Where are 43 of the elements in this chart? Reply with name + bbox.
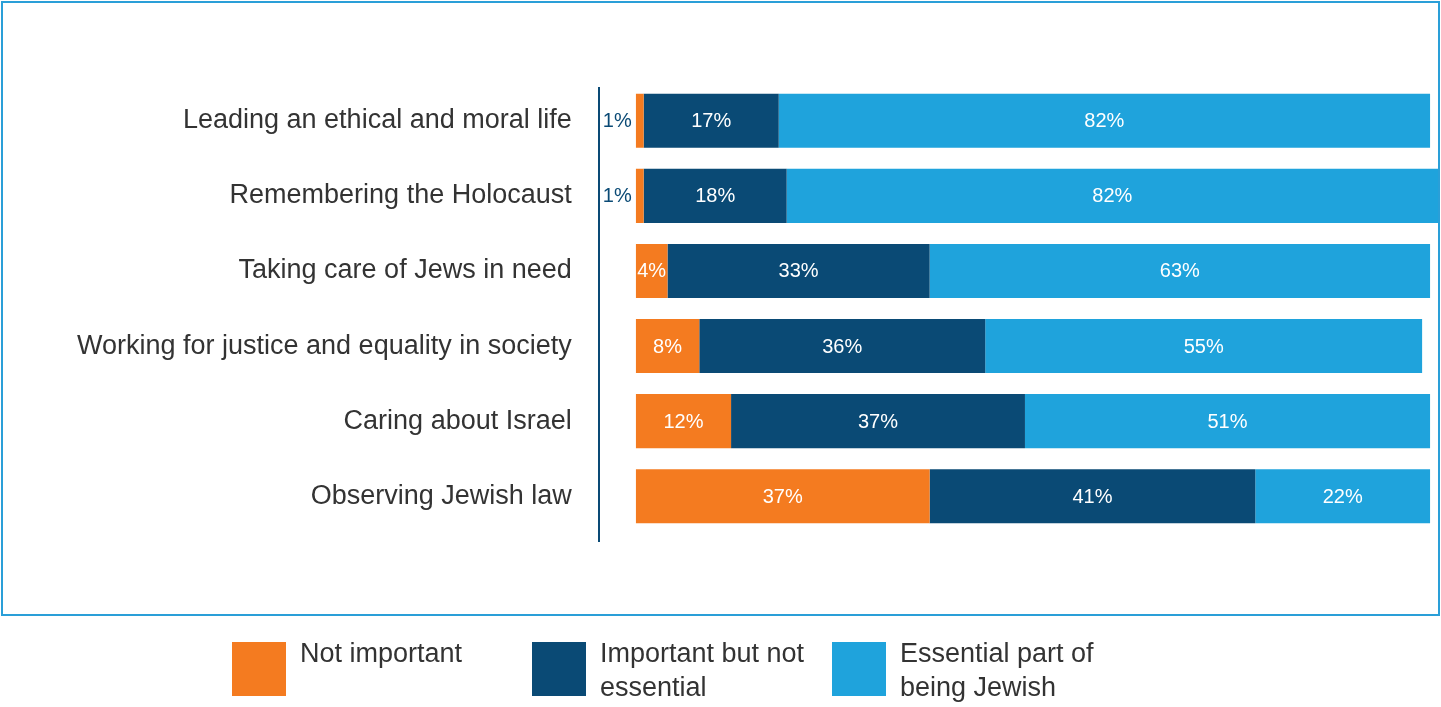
data-label: 22% bbox=[1322, 484, 1363, 507]
data-label: 82% bbox=[1092, 184, 1133, 207]
y-tick-label: Taking care of Jews in need bbox=[238, 254, 572, 285]
bar bbox=[635, 168, 644, 223]
bar bbox=[1024, 394, 1431, 449]
data-label: 37% bbox=[857, 409, 899, 432]
bar bbox=[643, 93, 779, 148]
data-label: 1% bbox=[602, 109, 632, 132]
bar bbox=[929, 243, 1431, 298]
data-label: 41% bbox=[1072, 484, 1113, 507]
y-tick-label: Caring about Israel bbox=[343, 404, 572, 435]
data-label: 8% bbox=[653, 334, 683, 357]
data-label: 55% bbox=[1183, 334, 1224, 357]
data-label: 37% bbox=[762, 484, 803, 507]
bar bbox=[778, 93, 1431, 148]
legend-label: Not important bbox=[300, 637, 463, 670]
data-label: 18% bbox=[695, 184, 736, 207]
data-label: 36% bbox=[822, 334, 863, 357]
bar bbox=[985, 319, 1423, 374]
y-tick-label: Observing Jewish law bbox=[310, 479, 573, 510]
data-label: 51% bbox=[1207, 409, 1248, 432]
data-label: 17% bbox=[691, 109, 732, 132]
data-label: 63% bbox=[1159, 259, 1201, 282]
bar bbox=[635, 319, 700, 374]
bar bbox=[635, 469, 930, 524]
bar bbox=[635, 394, 732, 449]
bar bbox=[1255, 469, 1431, 524]
y-tick-label: Remembering the Holocaust bbox=[229, 179, 573, 210]
legend-label: Essential part of being Jewish bbox=[900, 637, 1095, 704]
data-label: 4% bbox=[637, 259, 667, 282]
data-label: 33% bbox=[778, 259, 819, 282]
data-label: 82% bbox=[1084, 109, 1125, 132]
data-label: 1% bbox=[602, 184, 632, 207]
bar bbox=[635, 93, 644, 148]
y-tick-label: Leading an ethical and moral life bbox=[182, 104, 572, 135]
bar bbox=[699, 319, 986, 374]
bar bbox=[929, 469, 1256, 524]
bar bbox=[643, 168, 787, 223]
bar bbox=[667, 243, 930, 298]
data-label: 12% bbox=[663, 409, 704, 432]
y-tick-label: Working for justice and equality in society bbox=[76, 329, 573, 360]
legend-label: Important but not essential bbox=[600, 637, 806, 704]
bar bbox=[731, 394, 1025, 449]
